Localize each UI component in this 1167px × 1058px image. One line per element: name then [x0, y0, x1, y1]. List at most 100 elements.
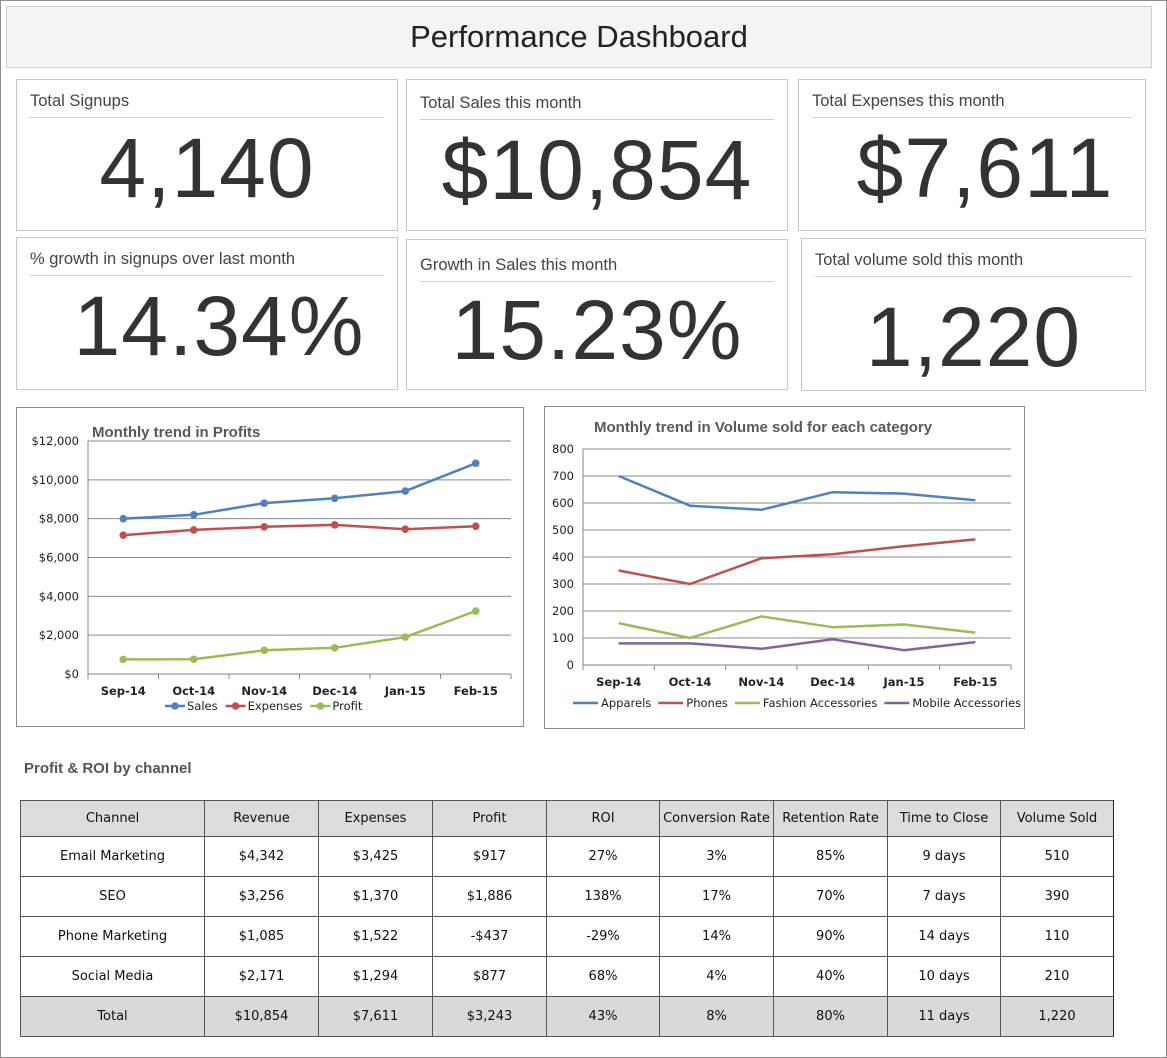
volume-trend-chart: Monthly trend in Volume sold for each ca… — [544, 406, 1025, 729]
legend-label: Expenses — [248, 699, 303, 713]
legend-marker — [231, 702, 240, 710]
data-point — [401, 487, 410, 495]
kpi-card-volume-sold: Total volume sold this month 1,220 — [801, 238, 1146, 391]
column-header: Expenses — [318, 800, 433, 837]
data-point — [471, 459, 480, 468]
kpi-value: $7,611 — [856, 121, 1114, 215]
table-cell: 4% — [659, 956, 774, 997]
data-point — [260, 499, 269, 507]
table-row: Social Media $2,171 $1,294 $877 68% 4% 40% 10 d… — [20, 956, 1114, 997]
y-tick-label: 400 — [552, 550, 574, 564]
table-cell: -29% — [546, 916, 660, 957]
data-point — [260, 523, 269, 531]
table-cell: 390 — [1000, 876, 1114, 917]
legend-marker — [316, 702, 325, 710]
series-line-profit — [123, 609, 477, 661]
table-cell: $2,171 — [204, 956, 319, 997]
data-point — [119, 514, 128, 523]
y-tick-label: 600 — [552, 496, 574, 510]
table-cell: $1,522 — [318, 916, 433, 957]
kpi-value: $10,854 — [441, 123, 753, 217]
kpi-card-total-signups: Total Signups 4,140 — [16, 79, 398, 231]
kpi-card-sales-growth: Growth in Sales this month 15.23% — [406, 239, 788, 390]
x-tick-label: Oct-14 — [172, 684, 215, 698]
volume-trend-chart-svg: Monthly trend in Volume sold for each ca… — [552, 419, 1021, 710]
table-cell: 1,220 — [1000, 996, 1114, 1037]
column-header: Revenue — [204, 800, 319, 837]
series-line-apparels — [618, 474, 976, 512]
table-cell: 110 — [1000, 916, 1114, 957]
legend-marker — [171, 702, 179, 710]
kpi-value: 1,220 — [865, 290, 1082, 384]
table-cell: 210 — [1000, 956, 1114, 997]
column-header: Time to Close — [887, 800, 1001, 837]
data-point — [471, 607, 480, 615]
kpi-card-total-sales: Total Sales this month $10,854 — [406, 79, 788, 231]
table-cell: $4,342 — [204, 836, 319, 877]
data-point — [401, 633, 410, 641]
table-cell: -$437 — [432, 916, 547, 957]
table-cell: 70% — [773, 876, 888, 917]
x-tick-label: Sep-14 — [596, 675, 641, 689]
table-cell: $917 — [432, 836, 547, 877]
y-tick-label: 100 — [552, 631, 574, 645]
table-row: SEO $3,256 $1,370 $1,886 138% 17% 70% 7 days 390 — [20, 876, 1114, 917]
data-point — [260, 646, 269, 655]
legend-label: Fashion Accessories — [763, 696, 877, 710]
table-cell: $1,085 — [204, 916, 319, 957]
y-tick-label: $10,000 — [31, 473, 79, 487]
table-cell: 40% — [773, 956, 888, 997]
table-cell: Phone Marketing — [20, 916, 205, 957]
channel-table: Channel Revenue Expenses Profit ROI Conversio… — [20, 800, 1114, 1037]
data-point — [119, 655, 128, 664]
x-tick-label: Jan-15 — [384, 684, 426, 698]
y-tick-label: $12,000 — [31, 434, 79, 448]
series-line-fashion-accessories — [618, 615, 976, 640]
table-row: Email Marketing $4,342 $3,425 $917 27% 3% 85% 9… — [20, 836, 1114, 877]
column-header: Volume Sold — [1000, 800, 1114, 837]
x-tick-label: Dec-14 — [810, 675, 855, 689]
kpi-label: Total Sales this month — [420, 94, 774, 120]
table-cell: 27% — [546, 836, 660, 877]
table-header-row: Channel Revenue Expenses Profit ROI Conversio… — [20, 800, 1114, 837]
data-point — [330, 643, 339, 652]
table-cell: 85% — [773, 836, 888, 877]
series-line-sales — [123, 462, 477, 520]
kpi-card-total-expenses: Total Expenses this month $7,611 — [798, 79, 1146, 231]
table-cell: $3,256 — [204, 876, 319, 917]
chart-title: Monthly trend in Profits — [92, 424, 260, 441]
x-tick-label: Nov-14 — [241, 684, 287, 698]
y-tick-label: $4,000 — [39, 589, 79, 603]
table-cell: 8% — [659, 996, 774, 1037]
series-line-phones — [618, 538, 976, 586]
legend-label: Sales — [187, 699, 218, 713]
profit-trend-chart-svg: Monthly trend in Profits $0 $2,000 $4,000 $6… — [31, 424, 512, 713]
channel-table-title: Profit & ROI by channel — [24, 760, 192, 777]
chart-title: Monthly trend in Volume sold for each ca… — [594, 419, 933, 436]
page-title: Performance Dashboard — [6, 6, 1152, 68]
table-cell: Total — [20, 996, 205, 1037]
kpi-label: % growth in signups over last month — [30, 250, 384, 276]
y-tick-label: 700 — [552, 469, 574, 483]
table-cell: 14 days — [887, 916, 1001, 957]
table-cell: 17% — [659, 876, 774, 917]
table-cell: $1,370 — [318, 876, 433, 917]
legend-label: Phones — [686, 696, 728, 710]
kpi-value: 14.34% — [73, 279, 365, 373]
data-point — [330, 521, 339, 529]
data-point — [330, 494, 339, 503]
x-tick-label: Jan-15 — [882, 675, 924, 689]
profit-trend-chart: Monthly trend in Profits $0 $2,000 $4,000 $6… — [16, 407, 524, 727]
table-cell: 68% — [546, 956, 660, 997]
table-cell: 7 days — [887, 876, 1001, 917]
data-point — [119, 531, 128, 539]
table-cell: $1,294 — [318, 956, 433, 997]
table-cell: Email Marketing — [20, 836, 205, 877]
table-cell: $7,611 — [318, 996, 433, 1037]
table-cell: 3% — [659, 836, 774, 877]
kpi-label: Total Signups — [30, 92, 384, 118]
y-tick-label: $6,000 — [39, 551, 79, 565]
y-tick-label: $0 — [64, 667, 79, 681]
column-header: Retention Rate — [773, 800, 888, 837]
x-tick-label: Sep-14 — [101, 684, 146, 698]
